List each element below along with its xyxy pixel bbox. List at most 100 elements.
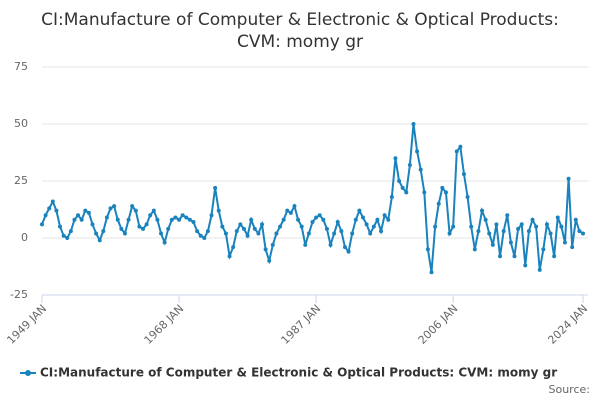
point xyxy=(234,229,239,234)
point xyxy=(321,217,326,222)
point xyxy=(249,217,254,222)
point xyxy=(505,213,510,218)
point xyxy=(126,217,131,222)
point xyxy=(382,213,387,218)
point xyxy=(436,201,441,206)
x-tick-label: 2024 JAN xyxy=(545,302,590,347)
point xyxy=(285,208,290,213)
point xyxy=(177,217,182,222)
point xyxy=(166,226,171,231)
point xyxy=(58,224,63,229)
point xyxy=(422,190,427,195)
point xyxy=(270,242,275,247)
point xyxy=(144,222,149,227)
point xyxy=(83,208,88,213)
point xyxy=(371,224,376,229)
point xyxy=(50,199,55,204)
point xyxy=(256,231,261,236)
point xyxy=(303,242,308,247)
point xyxy=(534,224,539,229)
point xyxy=(180,213,185,218)
point xyxy=(407,163,412,168)
point xyxy=(516,226,521,231)
point xyxy=(425,247,430,252)
point xyxy=(415,149,420,154)
point xyxy=(552,254,557,259)
point xyxy=(418,167,423,172)
point xyxy=(314,215,319,220)
point xyxy=(494,222,499,227)
point xyxy=(169,217,174,222)
point xyxy=(433,224,438,229)
point xyxy=(79,217,84,222)
point xyxy=(288,210,293,215)
point xyxy=(346,249,351,254)
point xyxy=(97,238,102,243)
point xyxy=(296,217,301,222)
point xyxy=(368,231,373,236)
point xyxy=(43,213,48,218)
point xyxy=(526,229,531,234)
point xyxy=(213,185,218,190)
point xyxy=(411,122,416,126)
y-tick-label: 50 xyxy=(14,117,28,130)
point xyxy=(519,222,524,227)
point xyxy=(119,226,124,231)
point xyxy=(267,258,272,263)
point xyxy=(112,204,117,209)
point xyxy=(216,208,221,213)
series-line xyxy=(41,123,584,273)
point xyxy=(252,226,257,231)
point xyxy=(393,156,398,161)
point xyxy=(483,217,488,222)
point xyxy=(101,229,106,234)
title-line: CI:Manufacture of Computer & Electronic … xyxy=(41,10,559,30)
point xyxy=(562,240,567,245)
point xyxy=(537,267,542,272)
point xyxy=(148,213,153,218)
point xyxy=(184,215,189,220)
chart-title: CI:Manufacture of Computer & Electronic … xyxy=(41,10,559,52)
point xyxy=(498,254,503,259)
point xyxy=(187,217,192,222)
point xyxy=(541,247,546,252)
point xyxy=(490,242,495,247)
point xyxy=(68,229,73,234)
point xyxy=(292,204,297,209)
point xyxy=(151,208,156,213)
point xyxy=(108,206,113,211)
point xyxy=(86,210,91,215)
point xyxy=(324,226,329,231)
point xyxy=(205,229,210,234)
y-tick-label: 25 xyxy=(14,174,28,187)
point xyxy=(162,240,167,245)
point xyxy=(104,215,109,220)
point xyxy=(306,231,311,236)
legend-label: CI:Manufacture of Computer & Electronic … xyxy=(40,366,557,380)
point xyxy=(472,247,477,252)
point xyxy=(155,217,160,222)
point xyxy=(220,224,225,229)
point xyxy=(523,263,528,268)
point xyxy=(65,236,70,240)
point xyxy=(122,231,127,236)
point xyxy=(328,242,333,247)
point xyxy=(47,206,52,211)
point xyxy=(76,213,81,218)
point xyxy=(274,231,279,236)
point xyxy=(241,226,246,231)
point xyxy=(566,176,571,181)
point xyxy=(61,233,66,238)
title-line: CVM: momy gr xyxy=(237,32,363,52)
point xyxy=(404,190,409,195)
point xyxy=(447,231,452,236)
x-tick-label: 2006 JAN xyxy=(416,302,461,347)
point xyxy=(260,222,265,227)
point xyxy=(559,224,564,229)
point xyxy=(195,229,200,234)
point xyxy=(465,194,470,199)
point xyxy=(429,270,434,275)
point xyxy=(263,247,268,252)
point xyxy=(40,222,44,227)
